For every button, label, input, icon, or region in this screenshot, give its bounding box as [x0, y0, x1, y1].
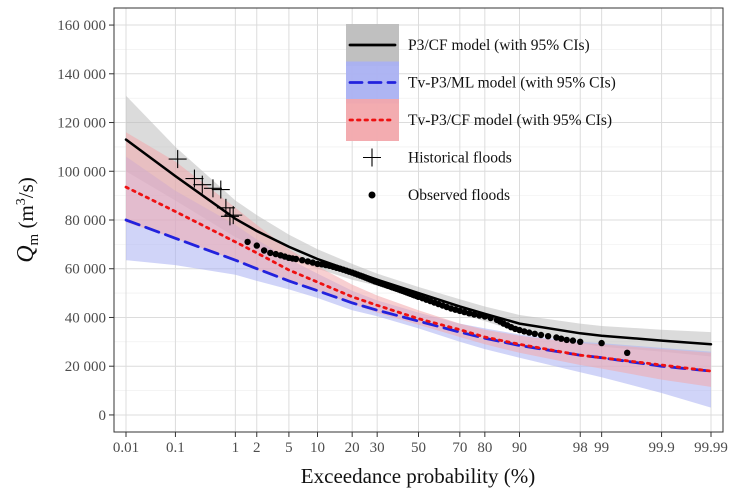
x-tick-label: 99.9	[648, 440, 674, 456]
observed-flood-point	[272, 250, 279, 258]
legend-historical-key	[363, 148, 381, 167]
x-tick-label: 30	[370, 440, 385, 456]
observed-flood-point	[476, 312, 483, 319]
observed-flood-point	[487, 314, 494, 322]
historical-flood-point	[220, 207, 239, 226]
observed-flood-point	[253, 242, 260, 249]
flood-points	[168, 150, 631, 356]
x-tick-label: 0.01	[113, 440, 139, 456]
observed-flood-point	[577, 338, 584, 345]
legend-observed-key	[368, 191, 376, 199]
observed-flood-point	[292, 255, 300, 263]
y-axis-title-symbol: Q	[13, 245, 39, 262]
observed-flood-point	[531, 330, 538, 337]
x-tick-label: 0.1	[166, 440, 185, 456]
y-tick-label: 20 000	[65, 359, 106, 375]
x-tick-label: 99.99	[694, 440, 728, 456]
observed-flood-point	[299, 257, 306, 264]
observed-flood-point	[260, 247, 268, 254]
observed-flood-point	[471, 311, 478, 318]
observed-flood-point	[558, 335, 565, 342]
model-line	[124, 185, 713, 373]
observed-flood-point	[304, 258, 311, 265]
observed-flood-point	[598, 339, 605, 347]
legend-label: Tv-P3/CF model (with 95% CIs)	[408, 112, 612, 129]
x-tick-label: 2	[253, 440, 261, 456]
observed-flood-point	[244, 238, 251, 246]
x-tick-label: 98	[573, 440, 588, 456]
y-axis-title-unit-exponent: 3	[14, 198, 29, 205]
historical-flood-point	[193, 175, 212, 194]
observed-flood-point	[461, 308, 468, 316]
observed-flood-point	[563, 336, 570, 344]
observed-flood-point	[569, 337, 577, 344]
observed-flood-point	[537, 331, 545, 339]
x-axis-title: Exceedance probability (%)	[301, 464, 535, 488]
historical-flood-point	[168, 150, 187, 169]
observed-flood-point	[544, 333, 552, 340]
y-axis-title-subscript: m	[26, 233, 42, 245]
y-tick-label: 100 000	[57, 164, 106, 180]
x-tick-label: 50	[411, 440, 426, 456]
x-tick-label: 99	[594, 440, 609, 456]
x-tick-label: 20	[345, 440, 360, 456]
observed-flood-point	[526, 329, 533, 336]
observed-flood-point	[466, 310, 473, 317]
y-tick-label: 40 000	[65, 310, 106, 326]
y-tick-label: 80 000	[65, 213, 106, 229]
historical-flood-point	[203, 179, 222, 198]
legend-label: Tv-P3/ML model (with 95% CIs)	[408, 75, 616, 92]
x-tick-label: 10	[310, 440, 325, 456]
y-tick-label: 0	[99, 408, 107, 424]
x-tick-label: 70	[452, 440, 467, 456]
historical-flood-point	[224, 206, 243, 225]
observed-flood-point	[521, 328, 528, 335]
y-tick-label: 160 000	[57, 18, 106, 34]
observed-flood-point	[481, 313, 488, 320]
y-axis-title-unit-tail: /s)	[14, 177, 38, 198]
legend-label: P3/CF model (with 95% CIs)	[408, 37, 590, 54]
x-tick-label: 1	[232, 440, 240, 456]
observed-flood-point	[624, 349, 631, 356]
legend-label: Historical floods	[408, 150, 512, 167]
historical-flood-point	[216, 198, 235, 217]
observed-flood-point	[553, 334, 560, 341]
legend: P3/CF model (with 95% CIs) Tv-P3/ML model…	[346, 24, 616, 204]
y-tick-label: 60 000	[65, 262, 106, 278]
confidence-bands	[126, 95, 711, 408]
axes: 0 20 000 40 000 60 000 80 000 100 000 120 000 1…	[57, 18, 728, 456]
y-axis-title: Qm (m3/s)	[13, 177, 42, 263]
confidence-band	[126, 132, 711, 387]
legend-label: Observed floods	[408, 187, 510, 204]
x-tick-label: 90	[512, 440, 527, 456]
x-tick-label: 80	[477, 440, 492, 456]
observed-flood-point	[267, 249, 274, 257]
y-tick-label: 120 000	[57, 116, 106, 132]
y-axis-title-unit: (m	[14, 205, 38, 234]
historical-flood-point	[211, 180, 230, 199]
y-tick-label: 140 000	[57, 67, 106, 83]
x-tick-label: 5	[285, 440, 293, 456]
